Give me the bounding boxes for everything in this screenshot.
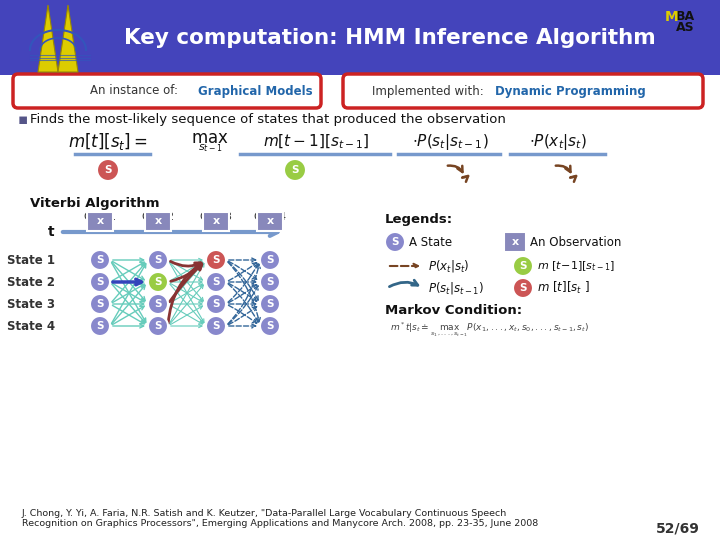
Text: S: S — [96, 277, 104, 287]
FancyBboxPatch shape — [13, 74, 321, 108]
Text: An instance of:: An instance of: — [90, 84, 181, 98]
Text: $s_{t-1}$: $s_{t-1}$ — [198, 142, 222, 154]
Text: Key computation: HMM Inference Algorithm: Key computation: HMM Inference Algorithm — [124, 28, 656, 48]
Text: S: S — [154, 255, 162, 265]
Text: S: S — [96, 321, 104, 331]
Text: $\max$: $\max$ — [192, 129, 229, 147]
Text: t: t — [48, 225, 55, 239]
Text: S: S — [266, 255, 274, 265]
Text: Obs 2: Obs 2 — [142, 212, 174, 222]
Circle shape — [90, 250, 110, 270]
Text: ▪: ▪ — [18, 112, 28, 127]
Circle shape — [148, 272, 168, 292]
Text: Implemented with:: Implemented with: — [372, 84, 487, 98]
FancyBboxPatch shape — [257, 212, 283, 231]
FancyBboxPatch shape — [504, 232, 526, 252]
Circle shape — [260, 250, 280, 270]
Text: x: x — [96, 217, 104, 226]
Text: J. Chong, Y. Yi, A. Faria, N.R. Satish and K. Keutzer, "Data-Parallel Large Voca: J. Chong, Y. Yi, A. Faria, N.R. Satish a… — [22, 509, 508, 517]
Text: S: S — [154, 321, 162, 331]
FancyBboxPatch shape — [87, 212, 113, 231]
Text: x: x — [154, 217, 161, 226]
Text: S: S — [96, 299, 104, 309]
FancyBboxPatch shape — [145, 212, 171, 231]
Text: $m[t-1][s_{t-1}]$: $m[t-1][s_{t-1}]$ — [263, 133, 369, 151]
Text: Viterbi Algorithm: Viterbi Algorithm — [30, 197, 160, 210]
Text: State 1: State 1 — [7, 253, 55, 267]
Text: $m[t][s_t] =$: $m[t][s_t] =$ — [68, 132, 148, 152]
Text: Recognition on Graphics Processors", Emerging Applications and Manycore Arch. 20: Recognition on Graphics Processors", Eme… — [22, 518, 539, 528]
Text: S: S — [519, 283, 527, 293]
Text: M: M — [665, 10, 679, 24]
Text: x: x — [266, 217, 274, 226]
Circle shape — [513, 278, 533, 298]
Text: State 4: State 4 — [7, 320, 55, 333]
Bar — [0, 0, 720, 75]
Circle shape — [513, 256, 533, 276]
Text: x: x — [212, 217, 220, 226]
Text: Legends:: Legends: — [385, 213, 453, 226]
Text: S: S — [154, 299, 162, 309]
Text: S: S — [519, 261, 527, 271]
Text: 52/69: 52/69 — [656, 521, 700, 535]
Text: An Observation: An Observation — [530, 235, 621, 248]
Text: Dynamic Programming: Dynamic Programming — [495, 84, 646, 98]
FancyBboxPatch shape — [343, 74, 703, 108]
Text: S: S — [212, 321, 220, 331]
Text: x: x — [511, 237, 518, 247]
Text: Graphical Models: Graphical Models — [198, 84, 312, 98]
Circle shape — [206, 316, 226, 336]
Text: $\cdot P(s_t|s_{t-1})$: $\cdot P(s_t|s_{t-1})$ — [412, 132, 488, 152]
Text: $m\ [t][s_t\ ]$: $m\ [t][s_t\ ]$ — [537, 280, 590, 296]
Circle shape — [206, 250, 226, 270]
Polygon shape — [58, 5, 78, 72]
Text: State 3: State 3 — [7, 298, 55, 310]
Text: A State: A State — [409, 235, 452, 248]
Text: S: S — [212, 255, 220, 265]
Text: Obs 3: Obs 3 — [200, 212, 232, 222]
Circle shape — [90, 316, 110, 336]
Text: $m^*t|s_t \doteq \max_{s_1,...,s_{t-1}} P(x_{1},...,x_t,s_0,...,s_{t-1},s_t)$: $m^*t|s_t \doteq \max_{s_1,...,s_{t-1}} … — [390, 321, 589, 339]
Text: S: S — [154, 277, 162, 287]
Text: BA: BA — [676, 10, 695, 23]
Circle shape — [148, 250, 168, 270]
Text: S: S — [104, 165, 112, 175]
Text: S: S — [266, 321, 274, 331]
Text: Finds the most-likely sequence of states that produced the observation: Finds the most-likely sequence of states… — [30, 113, 506, 126]
Circle shape — [260, 294, 280, 314]
Text: S: S — [391, 237, 399, 247]
Text: $m\ [t\!-\!1][s_{t-1}]$: $m\ [t\!-\!1][s_{t-1}]$ — [537, 259, 615, 273]
Circle shape — [148, 316, 168, 336]
Circle shape — [206, 294, 226, 314]
Text: Markov Condition:: Markov Condition: — [385, 303, 522, 316]
Text: S: S — [266, 299, 274, 309]
Text: $P(s_t|s_{t-1})$: $P(s_t|s_{t-1})$ — [428, 280, 484, 296]
Text: $P(x_t|s_t)$: $P(x_t|s_t)$ — [428, 258, 469, 274]
Circle shape — [284, 159, 306, 181]
Circle shape — [148, 294, 168, 314]
Circle shape — [260, 316, 280, 336]
Text: S: S — [212, 299, 220, 309]
Circle shape — [90, 294, 110, 314]
Circle shape — [97, 159, 119, 181]
Text: S: S — [212, 277, 220, 287]
Polygon shape — [38, 5, 58, 72]
Text: S: S — [266, 277, 274, 287]
Circle shape — [90, 272, 110, 292]
Text: Obs 4: Obs 4 — [254, 212, 286, 222]
Text: S: S — [96, 255, 104, 265]
Text: S: S — [292, 165, 299, 175]
Circle shape — [385, 232, 405, 252]
FancyBboxPatch shape — [203, 212, 229, 231]
Text: State 2: State 2 — [7, 275, 55, 288]
Text: $\cdot P(x_t|s_t)$: $\cdot P(x_t|s_t)$ — [529, 132, 587, 152]
Text: Obs 1: Obs 1 — [84, 212, 116, 222]
Circle shape — [206, 272, 226, 292]
Circle shape — [260, 272, 280, 292]
Text: AS: AS — [676, 21, 695, 34]
